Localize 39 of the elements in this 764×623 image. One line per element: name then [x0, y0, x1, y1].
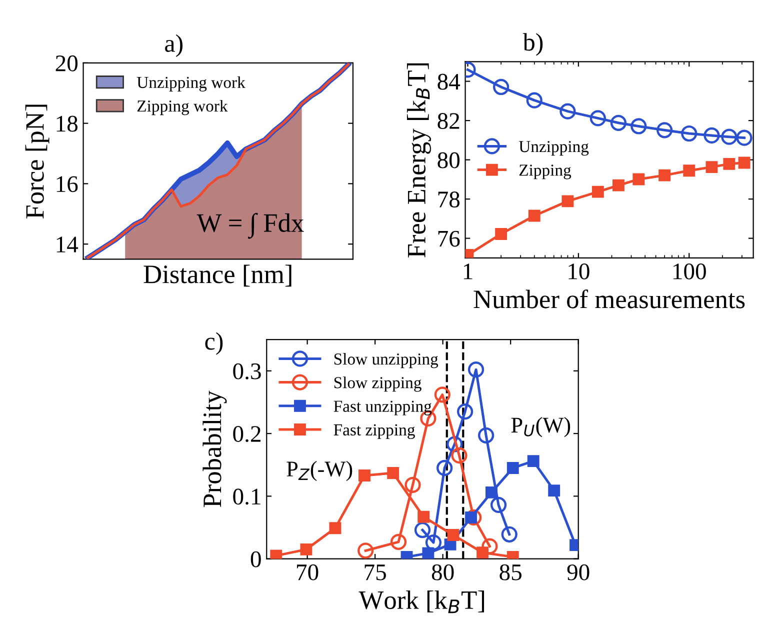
y-tick-label: 78: [438, 192, 460, 208]
x-tick-label: 1: [464, 264, 472, 280]
chart-title: a): [165, 34, 183, 58]
y-tick-label: 16: [56, 176, 78, 192]
y-axis-title: Force [pN]: [25, 104, 50, 219]
legend-label: Fast unzipping: [334, 400, 432, 416]
x-tick-label: 85: [500, 564, 522, 580]
legend-label: Fast zipping: [334, 424, 415, 439]
y-tick-label: 0: [250, 551, 261, 568]
y-tick-label: 76: [438, 230, 460, 247]
y-tick-label: 0.1: [233, 488, 260, 505]
y-tick-label: 14: [56, 236, 78, 252]
y-tick-label: 20: [56, 55, 78, 72]
y-tick-label: 80: [438, 152, 460, 168]
y-axis-title: Probability: [202, 390, 227, 508]
y-tick-label: 18: [56, 116, 78, 132]
x-axis-title: Work [k$_{B}$T]: [358, 590, 484, 614]
chart-title: b): [522, 33, 543, 56]
x-tick-label: 10: [568, 263, 590, 280]
legend-label: Zipping: [519, 164, 572, 180]
x-axis-title: Distance [nm]: [144, 264, 292, 287]
x-axis-title: Number of measurements: [474, 289, 745, 308]
legend-label: Slow zipping: [334, 376, 422, 392]
x-tick-label: 75: [364, 564, 386, 580]
legend-label: Unzipping: [518, 141, 589, 156]
legend-label: Slow unzipping: [334, 352, 438, 368]
legend-label: Zipping work: [137, 100, 228, 116]
y-tick-label: 84: [438, 74, 460, 90]
legend-label: Unzipping work: [136, 76, 246, 92]
annotation: P$_{U}$(W): [511, 417, 570, 438]
x-tick-label: 100: [673, 263, 706, 280]
chart-title: c): [205, 332, 223, 355]
y-tick-label: 82: [438, 113, 460, 129]
y-axis-title: Free Energy [k$_{B}$T]: [406, 63, 431, 258]
y-tick-label: 0.2: [233, 426, 260, 442]
y-tick-label: 0.3: [233, 363, 261, 380]
annotation: P$_{Z}$(-W): [286, 460, 352, 482]
x-tick-label: 90: [567, 564, 590, 580]
x-tick-label: 70: [297, 564, 318, 580]
